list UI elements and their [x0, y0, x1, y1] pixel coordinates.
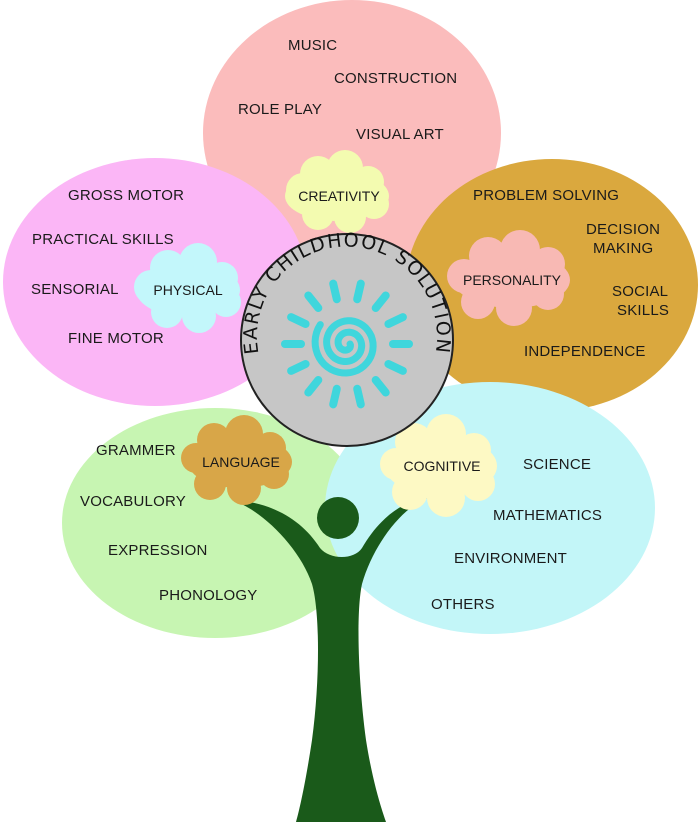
physical-cloud: PHYSICAL [134, 243, 241, 333]
sun-ray [304, 291, 323, 312]
trunk-body [232, 498, 428, 822]
sun-ray [329, 384, 341, 409]
personality-cloud-label: PERSONALITY [463, 272, 562, 288]
cognitive-item-mathematics: MATHEMATICS [493, 507, 602, 524]
sun-ray [353, 384, 365, 409]
cognitive-item-others: OTHERS [431, 596, 495, 613]
cognitive-items: SCIENCE MATHEMATICS ENVIRONMENT OTHERS [431, 456, 602, 613]
creativity-item-visual-art: VISUAL ART [356, 126, 444, 143]
cognitive-cloud: COGNITIVE [380, 414, 497, 517]
personality-item-decision: DECISION [586, 221, 660, 238]
sun-ray [384, 360, 407, 375]
sun-ray [371, 376, 390, 397]
personality-item-independence: INDEPENDENCE [524, 343, 646, 360]
language-item-expression: EXPRESSION [108, 542, 208, 559]
physical-item-sensorial: SENSORIAL [31, 281, 119, 298]
sun-ray [371, 291, 390, 312]
sun-icon [281, 279, 413, 409]
creativity-item-construction: CONSTRUCTION [334, 70, 457, 87]
creativity-cloud-label: CREATIVITY [298, 188, 380, 204]
sun-ray [287, 360, 310, 375]
sun-ray [287, 313, 310, 328]
physical-items: GROSS MOTOR PRACTICAL SKILLS SENSORIAL F… [31, 187, 184, 347]
language-item-vocabulory: VOCABULORY [80, 493, 186, 510]
sun-ray [329, 279, 341, 304]
sun-ray [304, 376, 323, 397]
logo-ring [240, 233, 454, 447]
sun-spiral [311, 317, 377, 377]
cognitive-item-science: SCIENCE [523, 456, 591, 473]
language-items: GRAMMER VOCABULORY EXPRESSION PHONOLOGY [80, 442, 258, 604]
figure-head [317, 497, 359, 539]
creativity-cloud: CREATIVITY [285, 150, 389, 233]
personality-cloud: PERSONALITY [447, 230, 570, 326]
creativity-item-role-play: ROLE PLAY [238, 101, 322, 118]
personality-items: PROBLEM SOLVING DECISION MAKING SOCIAL S… [473, 187, 669, 360]
personality-item-problem-solving: PROBLEM SOLVING [473, 187, 619, 204]
language-item-phonology: PHONOLOGY [159, 587, 258, 604]
sun-ray [353, 279, 365, 304]
creativity-items: MUSIC CONSTRUCTION ROLE PLAY VISUAL ART [238, 37, 457, 143]
language-item-grammer: GRAMMER [96, 442, 176, 459]
personality-item-skills: SKILLS [617, 302, 669, 319]
physical-item-fine-motor: FINE MOTOR [68, 330, 164, 347]
physical-cloud-label: PHYSICAL [153, 282, 222, 298]
creativity-item-music: MUSIC [288, 37, 337, 54]
cognitive-cloud-label: COGNITIVE [403, 458, 480, 474]
language-cloud: LANGUAGE [181, 415, 292, 505]
tree-trunk-figure [232, 497, 428, 822]
cognitive-item-environment: ENVIRONMENT [454, 550, 567, 567]
sun-ray [384, 313, 407, 328]
physical-item-gross-motor: GROSS MOTOR [68, 187, 184, 204]
language-cloud-label: LANGUAGE [202, 454, 280, 470]
personality-item-social: SOCIAL [612, 283, 668, 300]
creativity-petal [203, 0, 501, 266]
physical-item-practical-skills: PRACTICAL SKILLS [32, 231, 174, 248]
personality-item-making: MAKING [593, 240, 653, 257]
